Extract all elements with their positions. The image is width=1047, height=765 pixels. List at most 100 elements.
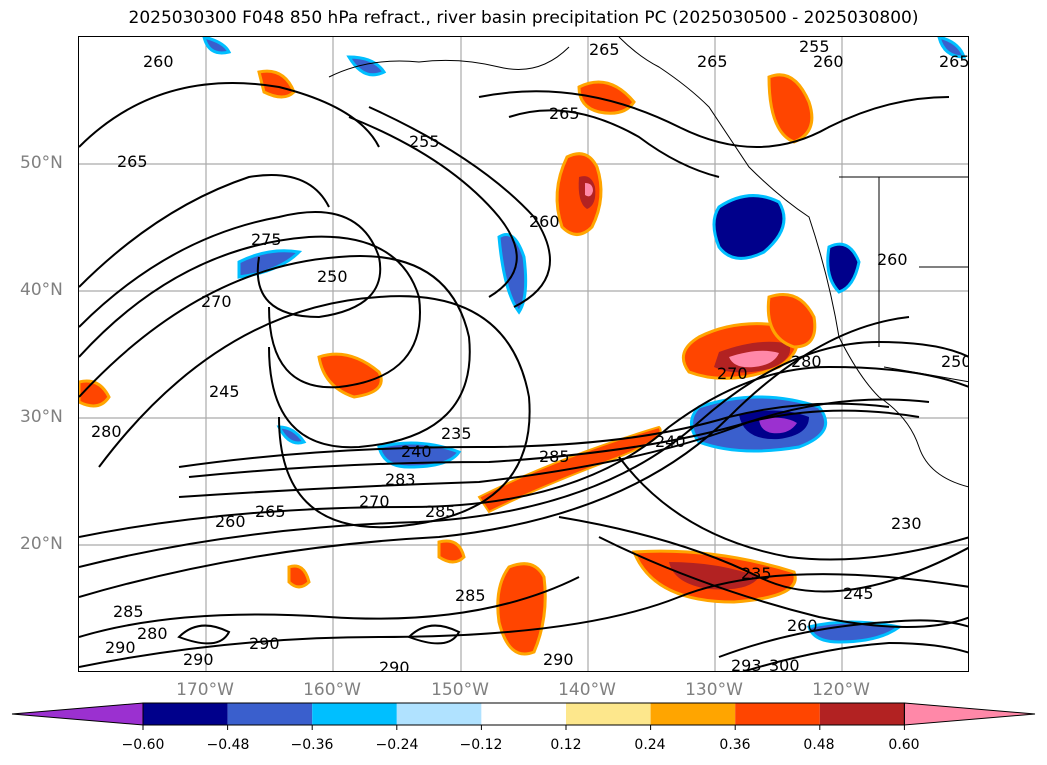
contour-label: 235 <box>441 424 472 443</box>
contour-line <box>79 573 968 668</box>
colorbar-tick-label: −0.48 <box>206 737 250 753</box>
warm-blob <box>287 564 311 589</box>
coastline-alaska <box>328 46 570 78</box>
contour-labels: 260 265 255 260 265 265 265 255 260 265 … <box>91 37 969 672</box>
colorbar-ticks <box>142 725 905 730</box>
lat-label-40n: 40°N <box>20 280 63 300</box>
warm-blob <box>79 379 111 408</box>
contour-label: 260 <box>143 52 174 71</box>
colorbar-segment <box>819 703 905 725</box>
contour-label: 250 <box>317 267 348 286</box>
contour-label: 285 <box>425 502 456 521</box>
lat-label-30n: 30°N <box>20 407 63 427</box>
contour-label: 260 <box>215 512 246 531</box>
warm-blob <box>555 152 603 236</box>
colorbar-tick-label: −0.12 <box>459 737 503 753</box>
contour-label: 265 <box>549 104 580 123</box>
contour-line <box>79 82 380 148</box>
colorbar-segment <box>227 703 313 725</box>
warm-blob <box>577 80 636 115</box>
contour-label: 260 <box>877 250 908 269</box>
contour-label: 270 <box>359 492 390 511</box>
colorbar-segment <box>143 703 228 725</box>
contour-line <box>79 255 471 449</box>
contour-line <box>79 235 421 389</box>
contour-line <box>368 106 551 308</box>
contour-line <box>177 624 231 645</box>
lon-label-160w: 160°W <box>303 680 361 700</box>
contour-line <box>79 174 330 288</box>
contour-label: 255 <box>799 37 830 56</box>
contour-label: 285 <box>113 602 144 621</box>
contour-label: 300 <box>769 656 800 672</box>
contour-line <box>188 409 920 478</box>
colorbar-tick-label: −0.36 <box>290 737 334 753</box>
colorbar-tick-label: −0.60 <box>121 737 165 753</box>
contour-label: 265 <box>939 52 969 71</box>
contour-line <box>718 619 968 658</box>
contour-line <box>742 641 968 671</box>
cool-blob <box>202 37 232 55</box>
warm-blob-core <box>669 562 759 590</box>
border-state <box>878 177 968 347</box>
lon-label-150w: 150°W <box>431 680 489 700</box>
cool-blob <box>826 242 861 294</box>
lon-label-140w: 140°W <box>558 680 616 700</box>
contour-line <box>348 116 518 298</box>
negative-anomaly-fields <box>202 37 967 644</box>
colorbar-extend-low <box>11 702 144 726</box>
colorbar-segment <box>396 703 482 725</box>
colorbar-tick-label: 0.60 <box>888 737 920 753</box>
warm-blob <box>317 352 383 399</box>
contour-line <box>178 402 890 468</box>
lat-label-50n: 50°N <box>20 153 63 173</box>
cool-blob-peak <box>759 417 797 434</box>
lon-label-120w: 120°W <box>812 680 870 700</box>
colorbar-segment <box>735 703 820 725</box>
colorbar-extend-high <box>903 702 1036 726</box>
contour-label: 275 <box>251 230 282 249</box>
colorbar-segment <box>312 703 397 725</box>
colorbar-segment <box>650 703 736 725</box>
contour-line <box>508 109 720 178</box>
contour-label: 240 <box>655 432 686 451</box>
warm-blob <box>767 73 814 144</box>
colorbar-tick-label: 0.48 <box>803 737 835 753</box>
colorbar-frame <box>142 702 905 726</box>
contour-line <box>407 624 461 645</box>
colorbar <box>11 702 1036 730</box>
warm-blob <box>496 562 547 656</box>
cool-blob <box>346 55 387 77</box>
contour-line <box>98 295 531 529</box>
contour-label: 230 <box>891 514 922 533</box>
contour-line <box>79 316 910 598</box>
map-title: 2025030300 F048 850 hPa refract., river … <box>128 8 919 28</box>
lat-label-20n: 20°N <box>20 534 63 554</box>
contour-line <box>598 536 968 628</box>
contour-label: 255 <box>409 132 440 151</box>
contour-label: 260 <box>787 616 818 635</box>
colorbar-segment <box>566 703 651 725</box>
contour-label: 280 <box>91 422 122 441</box>
lon-label-130w: 130°W <box>685 680 743 700</box>
contour-label: 290 <box>105 638 136 657</box>
contour-label: 245 <box>843 584 874 603</box>
warm-blob-peak <box>729 350 779 368</box>
cool-blob <box>937 37 967 59</box>
warm-blob <box>766 293 817 349</box>
cool-blob <box>276 425 307 445</box>
contour-label: 290 <box>543 650 574 669</box>
map-panel: 260 265 255 260 265 265 265 255 260 265 … <box>78 36 969 672</box>
contour-line <box>79 340 968 568</box>
refractivity-contours <box>79 82 968 671</box>
contour-label: 293 <box>731 656 762 672</box>
map-canvas: 260 265 255 260 265 265 265 255 260 265 … <box>79 37 969 672</box>
colorbar-tick-label: −0.24 <box>375 737 419 753</box>
colorbar-segment <box>481 703 566 725</box>
contour-line <box>178 398 930 498</box>
warm-blob <box>437 539 466 564</box>
colorbar-tick-label: 0.12 <box>550 737 582 753</box>
contour-label: 285 <box>539 447 570 466</box>
contour-label: 290 <box>249 634 280 653</box>
contour-line <box>478 90 950 148</box>
